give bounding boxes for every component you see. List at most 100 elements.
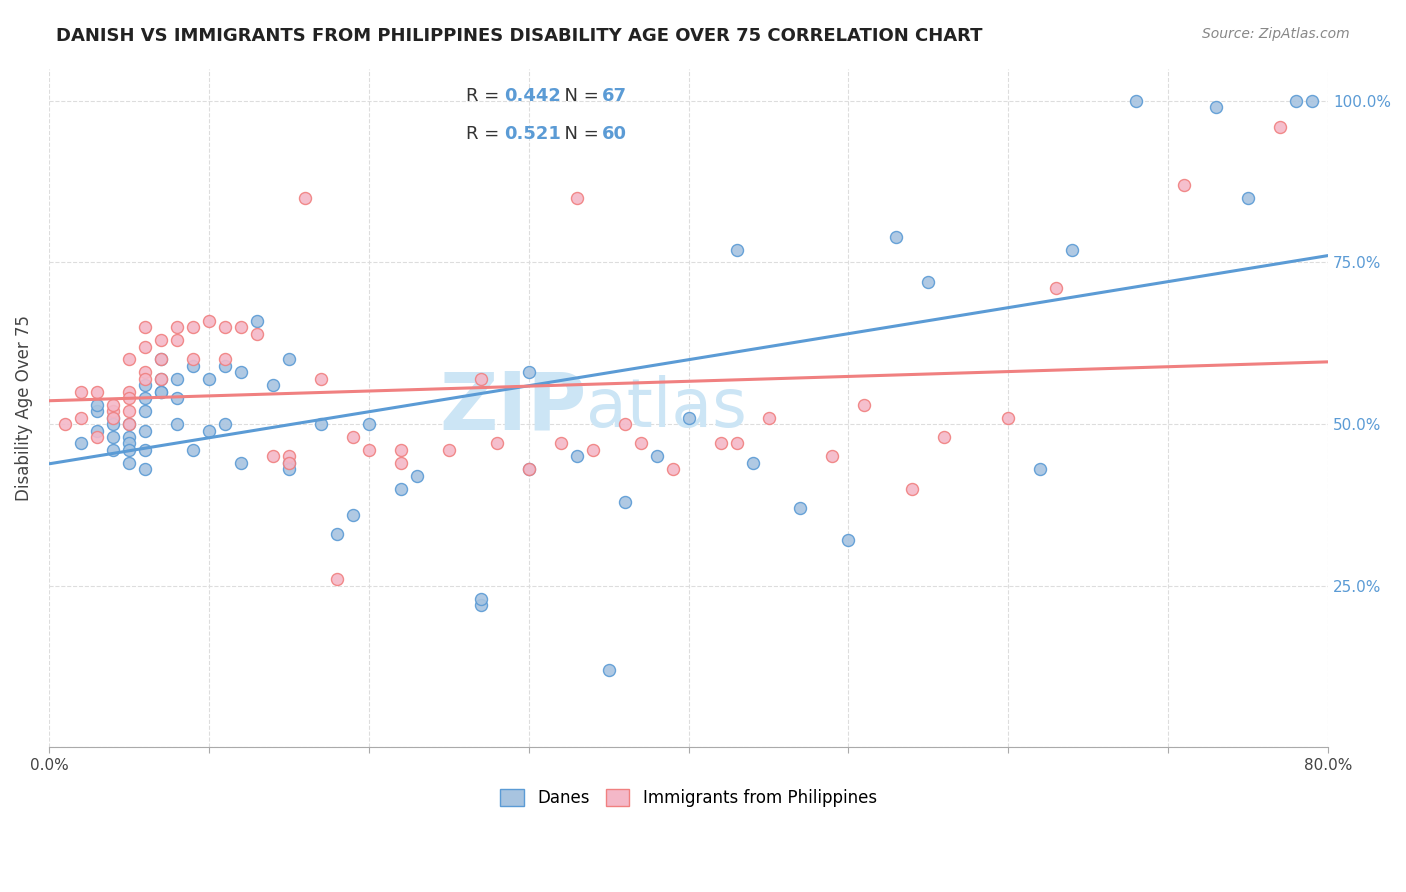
Point bbox=[517, 462, 540, 476]
Point bbox=[550, 436, 572, 450]
Point bbox=[166, 391, 188, 405]
Point bbox=[389, 442, 412, 457]
Point bbox=[229, 456, 252, 470]
Point bbox=[886, 229, 908, 244]
Point bbox=[149, 352, 172, 367]
Point bbox=[101, 398, 124, 412]
Point bbox=[149, 384, 172, 399]
Point bbox=[277, 450, 299, 464]
Point bbox=[166, 333, 188, 347]
Point bbox=[1270, 120, 1292, 134]
Point bbox=[118, 436, 141, 450]
Text: atlas: atlas bbox=[586, 375, 747, 441]
Y-axis label: Disability Age Over 75: Disability Age Over 75 bbox=[15, 315, 32, 501]
Point bbox=[357, 417, 380, 431]
Point bbox=[277, 352, 299, 367]
Text: 0.442: 0.442 bbox=[505, 87, 561, 104]
Point bbox=[181, 442, 204, 457]
Point bbox=[118, 352, 141, 367]
Point bbox=[70, 384, 93, 399]
Point bbox=[118, 456, 141, 470]
Point bbox=[470, 372, 492, 386]
Point bbox=[997, 410, 1019, 425]
Point bbox=[517, 462, 540, 476]
Point bbox=[134, 372, 156, 386]
Point bbox=[198, 372, 221, 386]
Point bbox=[214, 320, 236, 334]
Text: N =: N = bbox=[553, 87, 605, 104]
Point bbox=[678, 410, 700, 425]
Text: 0.521: 0.521 bbox=[505, 125, 561, 143]
Point bbox=[837, 533, 859, 548]
Point bbox=[934, 430, 956, 444]
Point bbox=[134, 462, 156, 476]
Point bbox=[709, 436, 731, 450]
Point bbox=[645, 450, 668, 464]
Point bbox=[134, 378, 156, 392]
Point bbox=[101, 442, 124, 457]
Point bbox=[214, 359, 236, 373]
Point bbox=[134, 424, 156, 438]
Point bbox=[198, 313, 221, 327]
Point bbox=[101, 404, 124, 418]
Text: N =: N = bbox=[553, 125, 605, 143]
Point bbox=[613, 417, 636, 431]
Point bbox=[326, 527, 349, 541]
Point bbox=[1125, 94, 1147, 108]
Text: ZIP: ZIP bbox=[439, 369, 586, 447]
Point bbox=[86, 398, 108, 412]
Point bbox=[901, 482, 924, 496]
Point bbox=[149, 384, 172, 399]
Point bbox=[1062, 243, 1084, 257]
Point bbox=[181, 352, 204, 367]
Point bbox=[118, 417, 141, 431]
Point bbox=[1045, 281, 1067, 295]
Point bbox=[134, 320, 156, 334]
Point bbox=[134, 391, 156, 405]
Point bbox=[1301, 94, 1323, 108]
Point bbox=[470, 598, 492, 612]
Point bbox=[741, 456, 763, 470]
Point bbox=[246, 326, 269, 341]
Point bbox=[565, 191, 588, 205]
Point bbox=[86, 424, 108, 438]
Point bbox=[277, 456, 299, 470]
Point bbox=[405, 468, 427, 483]
Point bbox=[437, 442, 460, 457]
Point bbox=[758, 410, 780, 425]
Point bbox=[309, 417, 332, 431]
Point bbox=[181, 359, 204, 373]
Point bbox=[53, 417, 76, 431]
Point bbox=[149, 352, 172, 367]
Point bbox=[277, 462, 299, 476]
Point bbox=[101, 417, 124, 431]
Point bbox=[70, 410, 93, 425]
Text: DANISH VS IMMIGRANTS FROM PHILIPPINES DISABILITY AGE OVER 75 CORRELATION CHART: DANISH VS IMMIGRANTS FROM PHILIPPINES DI… bbox=[56, 27, 983, 45]
Point bbox=[118, 417, 141, 431]
Point bbox=[277, 456, 299, 470]
Point bbox=[581, 442, 603, 457]
Point bbox=[342, 508, 364, 522]
Point bbox=[134, 442, 156, 457]
Point bbox=[389, 456, 412, 470]
Point bbox=[517, 365, 540, 379]
Point bbox=[917, 275, 939, 289]
Point bbox=[118, 404, 141, 418]
Point bbox=[229, 365, 252, 379]
Point bbox=[357, 442, 380, 457]
Point bbox=[86, 430, 108, 444]
Text: Source: ZipAtlas.com: Source: ZipAtlas.com bbox=[1202, 27, 1350, 41]
Point bbox=[1205, 100, 1227, 114]
Point bbox=[246, 313, 269, 327]
Point bbox=[342, 430, 364, 444]
Point bbox=[101, 410, 124, 425]
Legend: Danes, Immigrants from Philippines: Danes, Immigrants from Philippines bbox=[494, 782, 883, 814]
Text: 60: 60 bbox=[602, 125, 627, 143]
Point bbox=[166, 417, 188, 431]
Point bbox=[118, 384, 141, 399]
Point bbox=[1029, 462, 1052, 476]
Point bbox=[198, 424, 221, 438]
Point bbox=[389, 482, 412, 496]
Point bbox=[101, 430, 124, 444]
Point bbox=[70, 436, 93, 450]
